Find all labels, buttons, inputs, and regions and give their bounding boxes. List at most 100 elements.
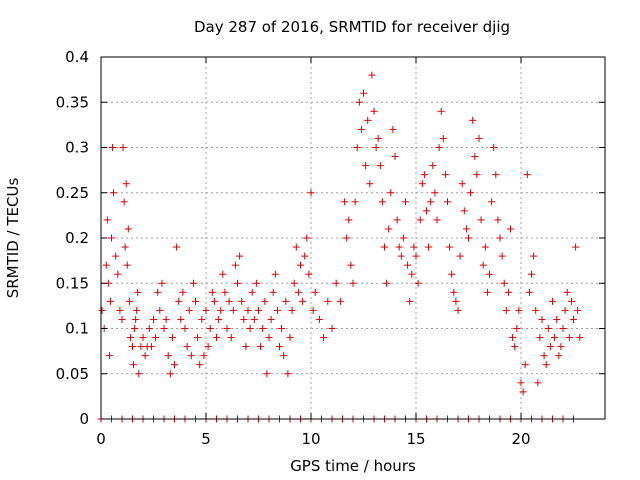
data-point bbox=[553, 315, 561, 323]
data-point bbox=[523, 171, 531, 179]
data-point bbox=[301, 252, 309, 260]
data-point bbox=[351, 198, 359, 206]
data-point bbox=[395, 243, 403, 251]
data-point bbox=[521, 361, 529, 369]
data-point bbox=[259, 325, 267, 332]
data-point bbox=[246, 325, 254, 332]
data-point bbox=[208, 288, 216, 296]
data-point bbox=[502, 306, 510, 314]
data-point bbox=[385, 225, 393, 233]
data-point bbox=[131, 325, 139, 332]
data-point bbox=[271, 270, 279, 278]
data-point bbox=[135, 370, 143, 378]
data-point bbox=[179, 288, 187, 296]
data-point bbox=[378, 198, 386, 206]
data-point bbox=[383, 279, 391, 287]
data-point bbox=[462, 225, 470, 233]
data-point bbox=[372, 144, 380, 151]
y-tick-label: 0 bbox=[79, 410, 89, 428]
data-point bbox=[458, 180, 466, 188]
data-point bbox=[225, 297, 233, 305]
data-point bbox=[248, 288, 256, 296]
y-tick-label: 0.2 bbox=[65, 229, 89, 247]
data-point bbox=[389, 125, 397, 133]
data-point bbox=[177, 315, 185, 323]
data-point bbox=[181, 325, 189, 332]
data-point bbox=[494, 216, 502, 224]
data-point bbox=[204, 343, 212, 351]
data-point bbox=[544, 325, 552, 332]
data-point bbox=[328, 325, 336, 332]
data-point bbox=[446, 243, 454, 251]
data-point bbox=[496, 234, 504, 242]
data-point bbox=[368, 71, 376, 79]
data-point bbox=[320, 334, 328, 342]
data-point bbox=[263, 370, 271, 378]
data-point bbox=[160, 325, 168, 332]
data-point bbox=[567, 297, 575, 305]
data-point bbox=[393, 216, 401, 224]
data-point bbox=[309, 306, 317, 314]
x-tick-label: 5 bbox=[201, 430, 211, 448]
data-point bbox=[563, 288, 571, 296]
data-point bbox=[534, 379, 542, 387]
y-tick-label: 0.3 bbox=[65, 139, 89, 157]
data-point bbox=[565, 334, 573, 342]
data-point bbox=[517, 379, 525, 387]
data-point bbox=[429, 162, 437, 170]
data-point bbox=[286, 334, 294, 342]
data-point bbox=[416, 216, 424, 224]
data-point bbox=[423, 207, 430, 215]
data-point bbox=[450, 288, 458, 296]
data-point bbox=[261, 297, 269, 305]
data-point bbox=[546, 343, 554, 351]
y-tick-label: 0.4 bbox=[65, 48, 89, 66]
data-point bbox=[486, 270, 493, 278]
data-point bbox=[374, 134, 382, 142]
data-point bbox=[360, 89, 367, 97]
data-point bbox=[488, 198, 496, 206]
data-point bbox=[336, 297, 344, 305]
data-point bbox=[229, 306, 237, 314]
data-point bbox=[525, 288, 533, 296]
data-point bbox=[349, 279, 357, 287]
data-point bbox=[561, 306, 569, 314]
data-point bbox=[187, 352, 195, 360]
data-point bbox=[452, 297, 460, 305]
data-point bbox=[576, 334, 584, 342]
data-point bbox=[192, 297, 199, 305]
data-point bbox=[116, 306, 124, 314]
data-point bbox=[481, 243, 489, 251]
data-point bbox=[210, 297, 218, 305]
data-point bbox=[366, 180, 374, 188]
data-point bbox=[500, 279, 508, 287]
data-point bbox=[408, 270, 416, 278]
data-point bbox=[475, 134, 483, 142]
data-point bbox=[227, 334, 235, 342]
data-point bbox=[362, 162, 370, 170]
data-point bbox=[355, 98, 363, 106]
data-point bbox=[265, 334, 273, 342]
data-point bbox=[122, 180, 130, 188]
x-tick-label: 10 bbox=[301, 430, 320, 448]
data-point bbox=[123, 261, 131, 269]
data-point bbox=[299, 297, 307, 305]
data-point bbox=[244, 306, 252, 314]
data-point bbox=[231, 261, 239, 269]
data-point bbox=[471, 153, 479, 161]
data-point bbox=[370, 107, 378, 115]
data-point bbox=[110, 189, 118, 197]
data-point bbox=[387, 189, 395, 197]
data-point bbox=[540, 352, 548, 360]
data-point bbox=[175, 297, 183, 305]
data-point bbox=[106, 297, 114, 305]
data-point bbox=[213, 334, 220, 342]
data-point bbox=[391, 153, 399, 161]
data-point bbox=[551, 334, 559, 342]
data-point bbox=[284, 370, 292, 378]
data-point bbox=[221, 288, 229, 296]
data-point bbox=[103, 216, 111, 224]
data-points bbox=[97, 71, 584, 423]
data-point bbox=[364, 116, 372, 124]
